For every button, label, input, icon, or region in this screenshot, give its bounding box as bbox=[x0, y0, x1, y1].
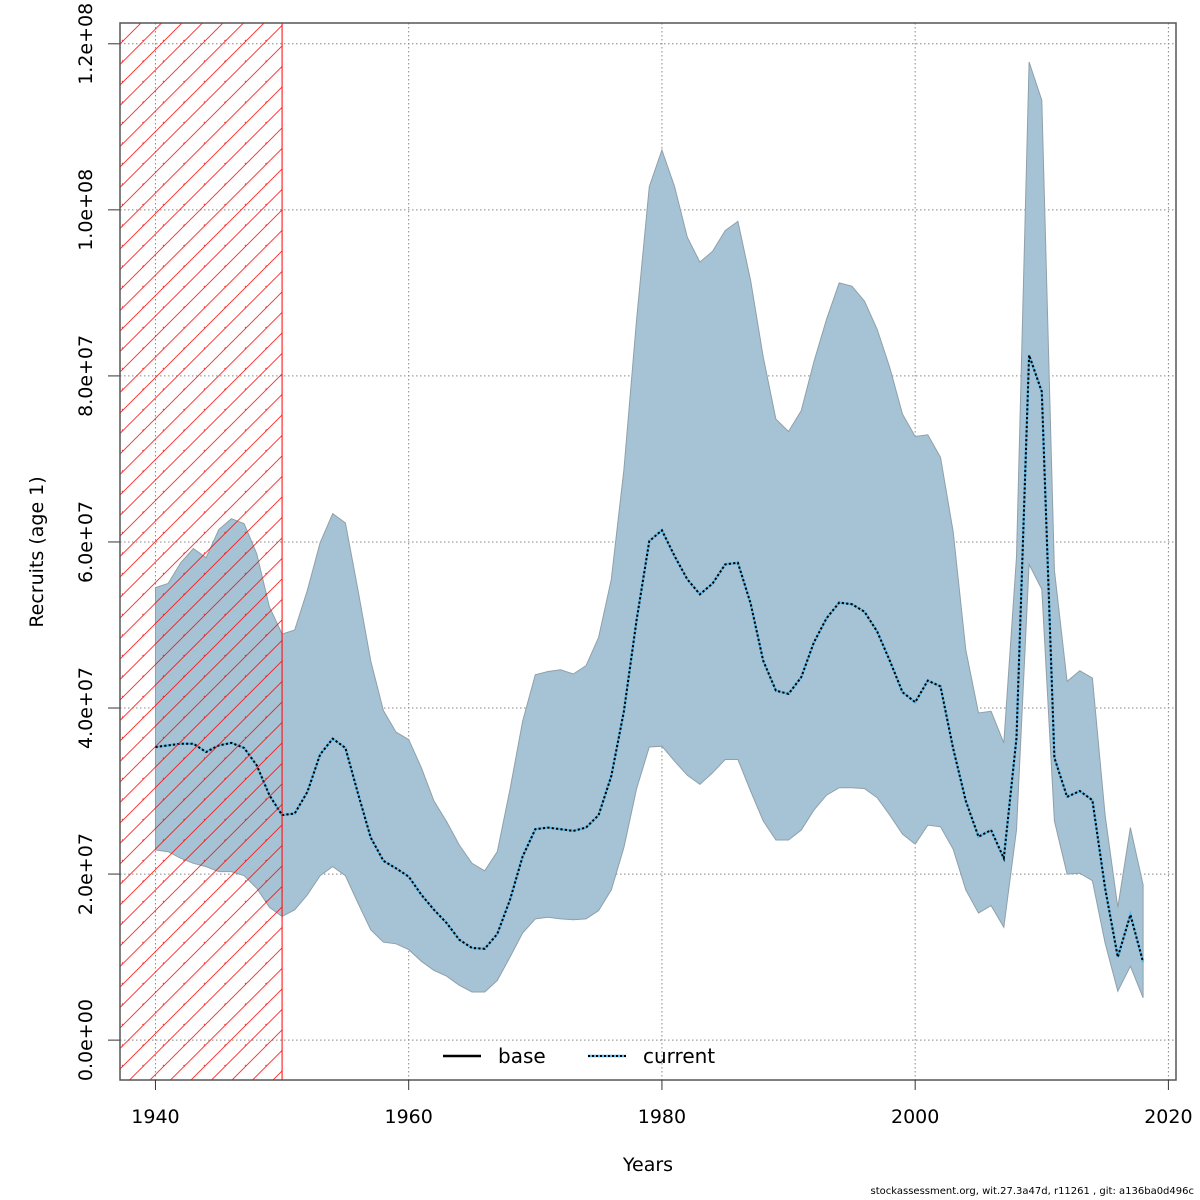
y-tick-label-8.0e+07: 8.0e+07 bbox=[75, 335, 97, 417]
y-axis: 0.0e+00 2.0e+07 4.0e+07 6.0e+07 8.0e+07 1.0e+… bbox=[75, 3, 120, 1081]
y-tick-label-0.0e+00: 0.0e+00 bbox=[75, 999, 97, 1081]
legend: base current bbox=[443, 1044, 715, 1068]
x-tick-label-1960: 1960 bbox=[385, 1106, 433, 1128]
y-tick-label-4.0e+07: 4.0e+07 bbox=[75, 667, 97, 749]
x-tick-label-1980: 1980 bbox=[638, 1106, 686, 1128]
legend-label-current: current bbox=[643, 1044, 715, 1068]
footer-credit: stockassessment.org, wit.27.3a47d, r1126… bbox=[870, 1186, 1195, 1197]
y-tick-label-2.0e+07: 2.0e+07 bbox=[75, 833, 97, 915]
confidence-band bbox=[155, 61, 1144, 998]
plot-frame bbox=[119, 22, 1177, 1081]
legend-label-base: base bbox=[498, 1044, 546, 1068]
x-axis-title: Years bbox=[622, 1154, 673, 1176]
x-tick-label-1940: 1940 bbox=[131, 1106, 179, 1128]
hatched-period-rect bbox=[119, 22, 283, 1081]
series-line-layer bbox=[155, 354, 1145, 963]
hatched-period-layer bbox=[119, 22, 283, 1081]
y-tick-label-1.2e+08: 1.2e+08 bbox=[75, 3, 97, 85]
y-tick-label-1.0e+08: 1.0e+08 bbox=[75, 169, 97, 251]
y-axis-title: Recruits (age 1) bbox=[26, 476, 48, 627]
x-tick-label-2000: 2000 bbox=[891, 1106, 939, 1128]
y-tick-label-6.0e+07: 6.0e+07 bbox=[75, 501, 97, 583]
series-line-current bbox=[155, 354, 1145, 963]
confidence-band-layer bbox=[155, 61, 1144, 998]
x-axis: 1940 1960 1980 2000 2020 bbox=[131, 1080, 1193, 1128]
x-tick-label-2020: 2020 bbox=[1144, 1106, 1192, 1128]
